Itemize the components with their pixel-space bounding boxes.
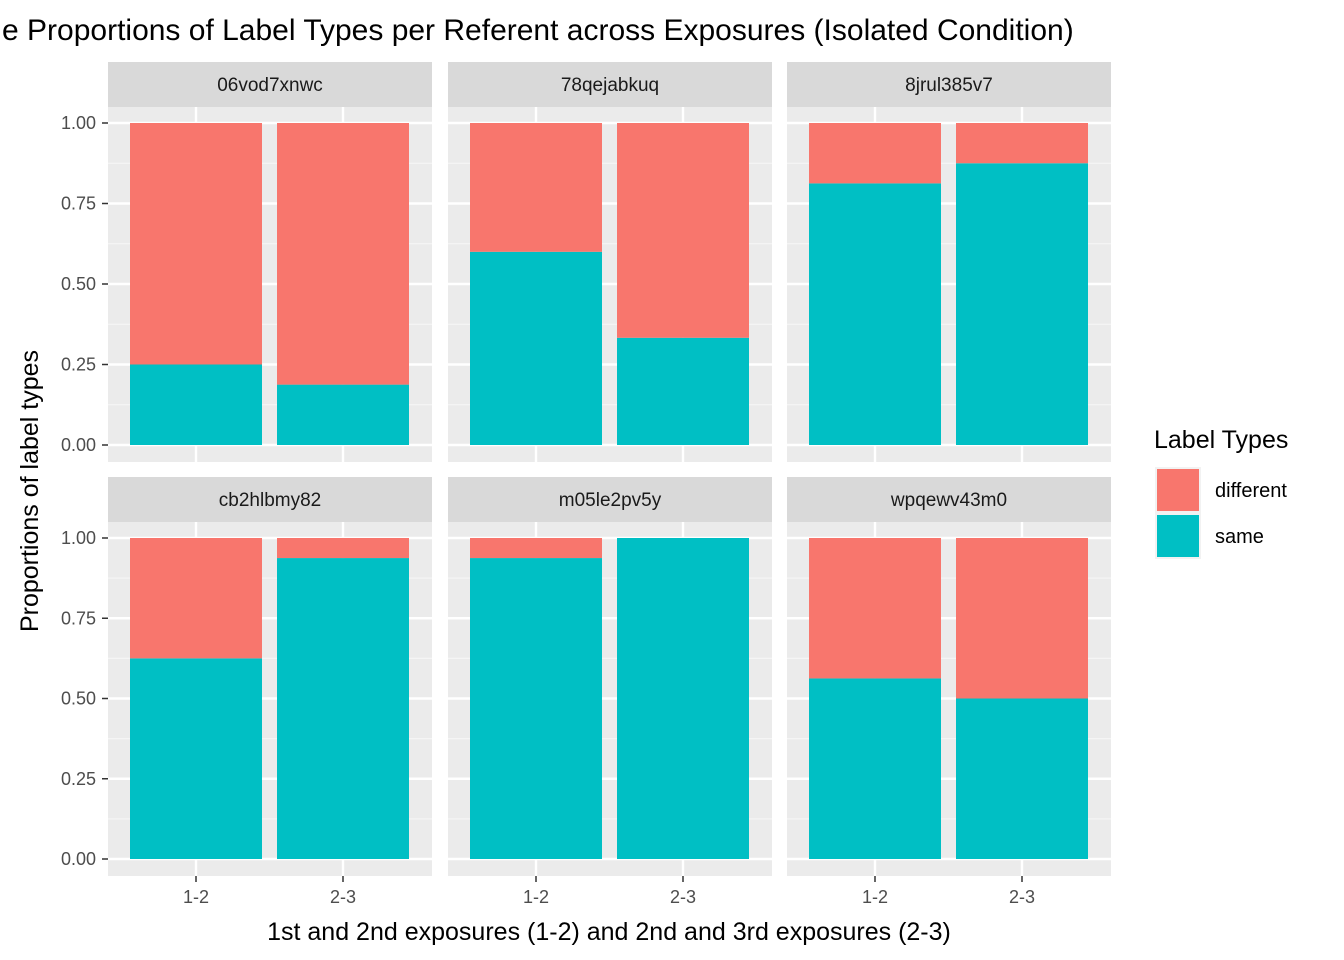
bar-same — [617, 337, 749, 445]
facet-panel: m05le2pv5y 1-2 2-3 — [448, 477, 772, 907]
y-tick-label: 0.25 — [61, 355, 96, 375]
bar-same — [277, 384, 409, 445]
bar-same — [470, 558, 602, 859]
facet-panel: 8jrul385v7 — [787, 62, 1111, 462]
x-axis-title: 1st and 2nd exposures (1-2) and 2nd and … — [267, 918, 951, 946]
bar-same — [130, 364, 262, 445]
bar-same — [956, 163, 1088, 445]
facet-strip-label: m05le2pv5y — [559, 490, 662, 511]
bar-different — [470, 538, 602, 559]
legend-title: Label Types — [1154, 426, 1288, 454]
y-axis-title: Proportions of label types — [16, 350, 44, 632]
bar-different — [809, 123, 941, 184]
y-tick-label: 0.00 — [61, 849, 96, 869]
legend-swatch — [1157, 469, 1199, 511]
facet-panel: wpqewv43m0 1-2 2-3 — [787, 477, 1111, 907]
bar-same — [617, 538, 749, 859]
y-tick-label: 0.50 — [61, 274, 96, 294]
facet-strip — [787, 477, 1111, 522]
y-tick-label: 0.25 — [61, 769, 96, 789]
y-tick-label: 0.75 — [61, 608, 96, 628]
legend-label: different — [1215, 480, 1287, 502]
x-tick-label: 2-3 — [330, 887, 356, 907]
x-tick-label: 1-2 — [523, 887, 549, 907]
bar-same — [470, 251, 602, 445]
chart-title: e Proportions of Label Types per Referen… — [2, 14, 1074, 47]
facet-strip-label: wpqewv43m0 — [890, 490, 1007, 511]
bar-different — [470, 123, 602, 252]
bar-different — [956, 123, 1088, 164]
facet-strip — [108, 477, 432, 522]
facet-strip-label: 06vod7xnwc — [217, 75, 323, 96]
facet-panel: 78qejabkuq — [448, 62, 772, 462]
y-tick-label: 0.00 — [61, 435, 96, 455]
bar-same — [130, 658, 262, 859]
x-tick-label: 1-2 — [862, 887, 888, 907]
x-tick-label: 1-2 — [183, 887, 209, 907]
bar-different — [130, 538, 262, 659]
facet-strip — [448, 477, 772, 522]
bar-same — [809, 678, 941, 859]
x-tick-label: 2-3 — [1009, 887, 1035, 907]
facet-strip — [108, 62, 432, 107]
facet-strip-label: 8jrul385v7 — [905, 75, 993, 96]
y-tick-label: 0.75 — [61, 194, 96, 214]
facet-panel: 06vod7xnwc 0.00 0.25 0.50 0.75 1.00 — [61, 62, 432, 462]
y-tick-label: 1.00 — [61, 113, 96, 133]
bar-different — [277, 123, 409, 385]
x-tick-label: 2-3 — [670, 887, 696, 907]
bar-different — [809, 538, 941, 679]
bar-different — [956, 538, 1088, 699]
facet-panel: cb2hlbmy82 0.00 0.25 0.50 0.75 1.00 1-2 2-3 — [61, 477, 432, 907]
facet-strip-label: 78qejabkuq — [561, 75, 659, 96]
facet-strip-label: cb2hlbmy82 — [219, 490, 321, 511]
y-tick-label: 0.50 — [61, 689, 96, 709]
bar-same — [277, 558, 409, 859]
facet-strip — [448, 62, 772, 107]
bar-different — [617, 123, 749, 338]
bar-different — [130, 123, 262, 365]
facet-strip — [787, 62, 1111, 107]
legend-swatch — [1157, 515, 1199, 557]
legend-label: same — [1215, 526, 1264, 548]
bar-same — [956, 698, 1088, 859]
legend: Label Types different same — [1154, 426, 1288, 559]
y-tick-label: 1.00 — [61, 528, 96, 548]
bar-same — [809, 183, 941, 445]
bar-different — [277, 538, 409, 559]
